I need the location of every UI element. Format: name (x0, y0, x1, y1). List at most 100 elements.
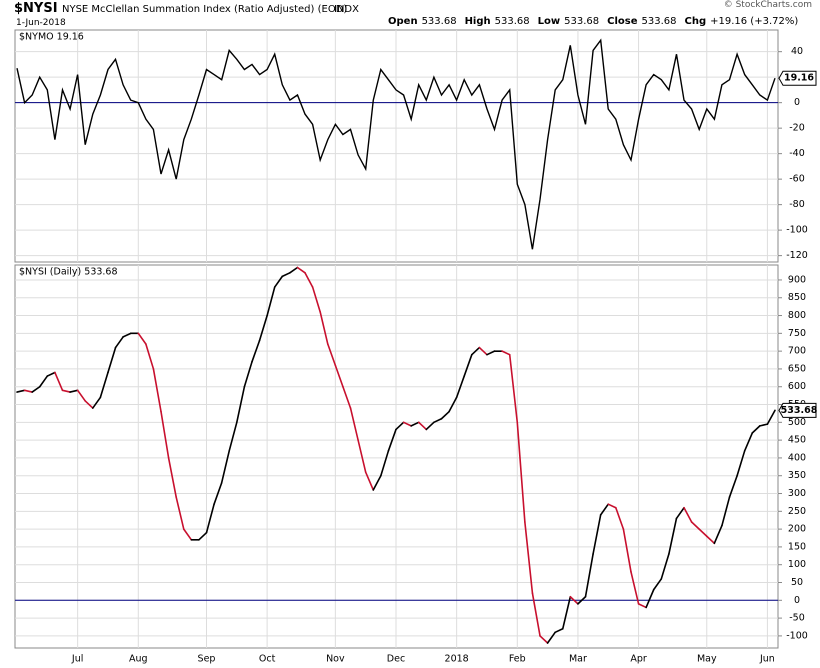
y-tick-label: 800 (788, 310, 806, 321)
quote-value: 533.68 (641, 16, 677, 27)
line-segment (501, 350, 511, 356)
line-segment (668, 517, 678, 555)
line-segment (622, 528, 632, 573)
line-segment (319, 311, 329, 345)
line-segment (99, 371, 109, 399)
line-segment (273, 275, 284, 288)
x-tick-label: Mar (569, 654, 587, 665)
line-segment (205, 503, 215, 534)
line-segment (470, 346, 481, 356)
quote-value: 533.68 (564, 16, 600, 27)
line-segment (311, 286, 322, 313)
line-segment (236, 385, 246, 424)
line-segment (599, 503, 610, 516)
line-segment (23, 389, 33, 393)
line-segment (607, 503, 617, 509)
line-segment (107, 346, 117, 374)
x-tick-label: Jul (71, 654, 83, 665)
line-segment (122, 332, 132, 338)
line-segment (577, 595, 587, 605)
line-segment (524, 521, 534, 594)
line-segment (440, 410, 450, 420)
y-tick-label: 750 (788, 328, 806, 339)
line-segment (61, 389, 71, 393)
line-segment (539, 635, 549, 644)
y-tick-label: 250 (788, 506, 806, 517)
line-segment (751, 425, 761, 434)
line-segment (561, 595, 572, 630)
quote: Open 533.68 High 533.68 Low 533.68 Close 533.68… (388, 16, 806, 27)
line-segment (690, 521, 701, 530)
line-segment (766, 409, 776, 425)
y-tick-label: 100 (788, 559, 806, 570)
line-segment (660, 553, 670, 580)
x-tick-label: Dec (387, 654, 405, 665)
line-segment (92, 396, 102, 409)
x-tick-label: Oct (259, 654, 276, 665)
line-segment (326, 343, 337, 367)
y-tick-label: 500 (788, 417, 806, 428)
line-segment (69, 389, 79, 393)
line-segment (743, 432, 754, 452)
line-segment (114, 336, 124, 349)
line-segment (592, 514, 602, 555)
line-segment (16, 389, 26, 393)
y-tick-label: 150 (788, 541, 806, 552)
x-tick-label: Nov (326, 654, 345, 665)
line-segment (289, 266, 299, 274)
line-segment (675, 506, 685, 520)
line-segment (251, 339, 261, 363)
panel-title: $NYMO 19.16 (19, 32, 84, 43)
line-segment (728, 474, 738, 498)
line-segment (145, 343, 155, 370)
line-segment (448, 396, 458, 413)
line-segment (334, 364, 344, 388)
line-segment (213, 482, 223, 505)
line-segment (546, 631, 556, 644)
line-segment (54, 371, 64, 392)
line-segment (304, 272, 314, 288)
line-segment (387, 428, 397, 452)
line-segment (84, 400, 94, 409)
line-segment (486, 350, 496, 356)
line-segment (645, 588, 655, 609)
line-segment (584, 553, 594, 598)
line-segment (433, 417, 443, 424)
line-segment (463, 353, 473, 377)
y-tick-label: 0 (794, 595, 800, 606)
line-segment (531, 592, 541, 637)
line-segment (705, 535, 716, 545)
line-segment (152, 368, 162, 413)
line-segment (380, 450, 390, 477)
line-segment (759, 423, 769, 427)
y-tick-label: 450 (788, 435, 806, 446)
line-segment (455, 375, 466, 399)
y-tick-label: 300 (788, 488, 806, 499)
quote-label: Chg (684, 16, 707, 27)
line-segment (220, 450, 231, 484)
y-tick-label: -80 (789, 199, 805, 210)
line-segment (228, 421, 238, 452)
line-segment (38, 375, 49, 388)
line-segment (266, 286, 276, 317)
line-segment (281, 272, 291, 278)
line-segment (698, 528, 708, 538)
line-segment (721, 496, 731, 527)
quote-value: +19.16 (+3.72%) (710, 16, 799, 27)
line-segment (652, 578, 663, 591)
line-segment (615, 506, 625, 530)
line (16, 38, 776, 250)
value-tag-label: 19.16 (784, 73, 814, 84)
line-segment (243, 361, 253, 388)
x-tick-label: 2018 (445, 654, 469, 665)
quote-label: Open (388, 16, 418, 27)
line-segment (175, 496, 185, 530)
line-segment (425, 421, 435, 431)
line-segment (508, 353, 519, 424)
line-segment (569, 595, 579, 605)
line-segment (296, 266, 306, 274)
line-segment (516, 421, 526, 523)
line-segment (342, 385, 352, 409)
